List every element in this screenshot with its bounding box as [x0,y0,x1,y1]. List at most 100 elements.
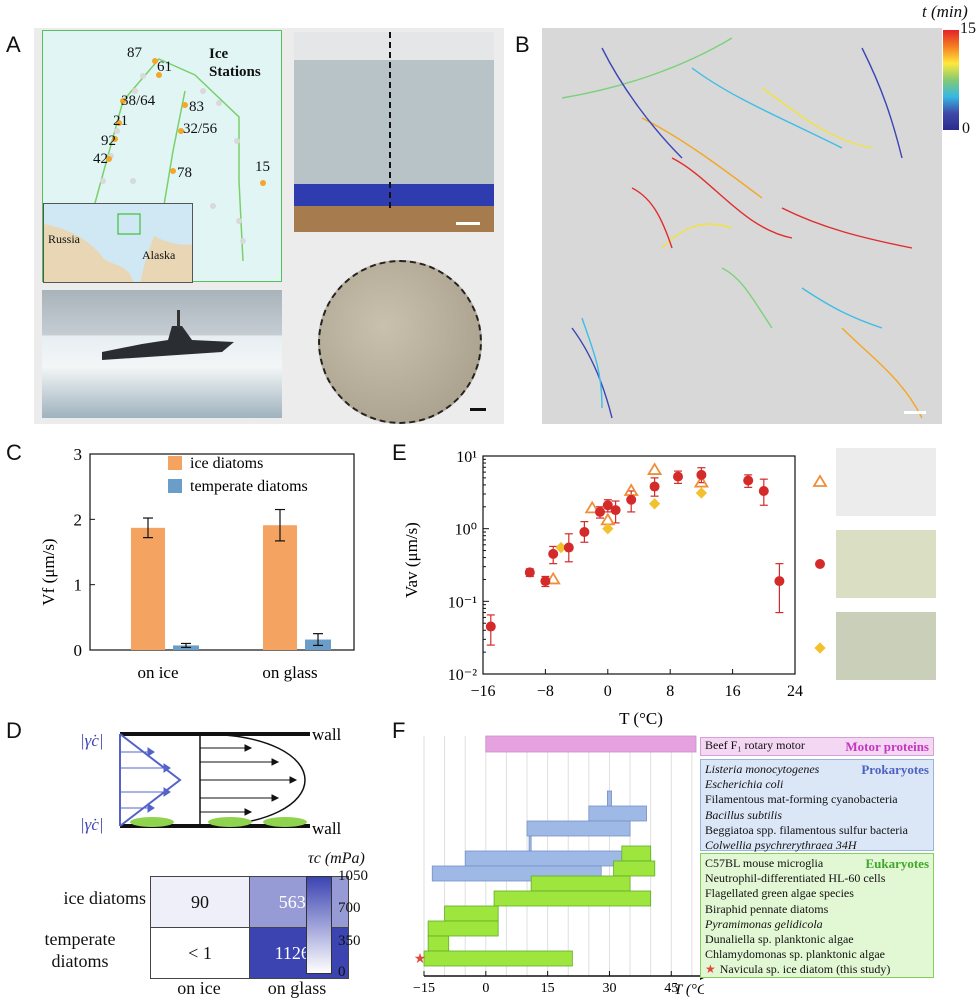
legend-label-temperate: temperate diatoms [190,478,308,495]
core-blue-band [294,184,494,206]
map-title: Ice Stations [209,46,261,80]
x-tick-label: −8 [537,683,554,700]
panel-label-a: A [6,32,21,57]
heatmap-col-label: on ice [177,978,221,998]
shear-flow-diagram: wall wall |γ̇c| |γ̇c| [80,725,342,838]
chart-e: −16 −8 0 8 16 24 10¹ 10⁰ 10⁻¹ 10⁻² Vav (μm/s) T (… [402,449,803,728]
legend-image-circle [836,530,936,598]
f-item: Colwellia psychrerythraea 34H [705,838,857,853]
triangle-point [584,500,600,514]
section-line [389,32,391,208]
triangle-point [647,462,663,475]
f-item: Chlamydomonas sp. planktonic algae [705,947,885,962]
chart-f: −15 0 15 30 45 ★ T (°C) [413,735,704,998]
f-item: Filamentous mat-forming cyanobacteria [705,792,898,807]
gamma-label-top: |γ̇c| [80,731,104,750]
eukaryote-box: Eukaryotes C57BL mouse microglia Neutrop… [700,853,934,978]
core-top-edge [294,32,494,60]
x-tick-label: 30 [602,981,616,996]
legend-image-diamond [836,612,936,680]
range-bar [423,950,573,967]
colorbar-tick: 0 [338,964,346,980]
station-label: 15 [255,159,270,175]
circle-point [485,621,496,632]
station-label: 21 [113,113,128,129]
inset-label: Alaska [142,248,176,262]
range-bar [613,860,656,877]
station-label: 78 [177,165,192,181]
x-tick-label: 24 [787,683,803,700]
circle-point [696,469,707,480]
x-tick-label: 45 [664,981,678,996]
colorbar-tick: 700 [338,900,361,916]
chart-e-xlabel: T (°C) [619,709,663,728]
gamma-label-bottom: |γ̇c| [80,815,104,834]
range-bar [526,820,631,837]
panel-label-e: E [392,440,407,465]
chart-c-frame [89,453,355,651]
range-bar [621,845,652,862]
x-tick-label: 0 [482,981,489,996]
y-tick-label: 10⁰ [455,522,477,539]
circle-point [610,505,621,516]
heatmap-grid: 90 563.2 < 1 1126.6 [150,876,349,979]
chart-c-ylabel: Vf (μm/s) [39,538,58,605]
x-tick-label: 8 [666,683,674,700]
circle-point [743,475,754,486]
inset-label: Russia [48,232,81,246]
range-bar [485,735,697,753]
f-item: Beggiatoa spp. filamentous sulfur bacter… [705,822,908,837]
chart-f-xlabel: T (°C) [674,982,704,998]
bar-ice [131,527,165,650]
ship-silhouette [102,310,234,360]
group-title-prokaryotes: Prokaryotes [861,762,929,777]
legend-swatch-ice [168,456,182,470]
f-item: C57BL mouse microglia [705,856,824,870]
colorbar-tick: 1050 [338,868,368,884]
chart-c: 0 1 2 3 Vf (μm/s) ice diatoms temperate dia… [39,445,355,682]
star-icon: ★ [414,952,427,967]
x-tick-label: on ice [137,663,178,682]
circle-point [774,576,785,587]
triangle-point [600,512,616,526]
heatmap-cell: 563.2 [249,876,349,928]
f-item-label: Navicula sp. ice diatom (this study) [719,962,891,977]
chart-c-bars [131,508,331,650]
group-title-eukaryotes: Eukaryotes [865,856,929,871]
circle-point [595,506,605,517]
y-tick-label: 10⁻² [448,667,477,684]
range-bar [444,905,499,922]
f-item: Bacillus subtilis [705,807,783,822]
circle-point [563,542,574,553]
heatmap-row-label: temperate diatoms [44,929,116,971]
chart-e-ylabel: Vav (μm/s) [402,522,421,598]
legend-label-ice: ice diatoms [190,455,263,472]
f-item: ★ Navicula sp. ice diatom (this study) [705,962,933,977]
trajectory-overlay [561,37,926,419]
station-label: 83 [189,99,204,115]
heatmap-cell: < 1 [150,927,250,979]
chart-e-axes: −16 −8 0 8 16 24 10¹ 10⁰ 10⁻¹ 10⁻² [448,449,803,700]
inset-landmass [44,213,192,282]
x-tick-label: 15 [541,981,555,996]
panel-label-c: C [6,440,22,465]
heatmap-cell: 1126.6 [249,927,349,979]
range-bar [427,935,450,952]
x-tick-label: on glass [262,663,317,682]
chart-c-axes: 0 1 2 3 [74,445,355,660]
f-item: Beef F₁ rotary motor [705,738,805,752]
wall-label-bottom: wall [312,819,342,838]
colorbar-title: t (min) [922,2,968,21]
legend-marker-triangle [812,474,828,487]
y-tick-label: 1 [74,576,83,595]
bar-ice [263,525,297,650]
f-item: Pyramimonas gelidicola [705,916,823,931]
circle-point [579,526,590,537]
station-label: 92 [101,133,116,149]
colorbar-tick: 350 [338,933,361,949]
heatmap-colorbar-title: τc (mPa) [308,850,365,867]
triangle-point [545,571,561,585]
y-tick-label: 0 [74,641,83,660]
wall-label-top: wall [312,725,342,744]
ice-section-photo [318,260,482,424]
